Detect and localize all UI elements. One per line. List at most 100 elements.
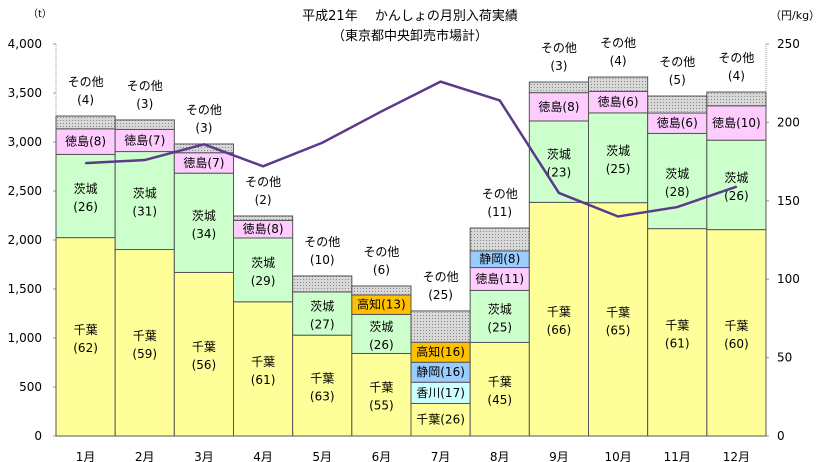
data-label: その他	[423, 270, 459, 284]
bar-segment-茨城	[173, 172, 234, 273]
data-label: 茨城	[488, 302, 512, 316]
bar-segment-千葉	[351, 352, 412, 437]
data-label: 千葉	[133, 329, 157, 343]
data-label: (34)	[192, 227, 217, 241]
data-label: (61)	[665, 336, 690, 350]
data-label: (25)	[487, 320, 512, 334]
price-point	[203, 143, 205, 146]
price-point	[617, 215, 619, 218]
y2-axis-unit: （円/kg）	[770, 9, 819, 22]
chart-title: 平成21年 かんしょの月別入荷実績	[302, 8, 518, 24]
y2-tick-label: 150	[777, 194, 800, 208]
data-label: 徳島(7)	[183, 155, 224, 170]
data-label: (2)	[255, 193, 272, 207]
data-label: (56)	[192, 358, 217, 372]
data-label: (25)	[428, 288, 453, 302]
bar-segment-茨城	[588, 112, 649, 204]
x-tick-label: 7月	[431, 450, 451, 462]
data-label: (25)	[606, 162, 631, 176]
y-axis-unit: （t）	[28, 8, 52, 20]
data-label: その他	[127, 79, 163, 93]
bar-segment-その他	[351, 285, 412, 296]
data-label: (23)	[547, 166, 572, 180]
x-tick-label: 10月	[604, 450, 631, 462]
x-tick-label: 3月	[194, 450, 214, 462]
data-label: その他	[304, 235, 340, 249]
data-label: その他	[245, 175, 281, 189]
y2-tick-label: 0	[777, 429, 785, 443]
x-tick-label: 4月	[253, 450, 273, 462]
data-label: その他	[541, 41, 577, 55]
data-label: (59)	[132, 347, 157, 361]
y-tick-label: 1,500	[8, 282, 42, 296]
data-label: (11)	[487, 205, 512, 219]
data-label: 徳島(6)	[657, 115, 698, 130]
price-point	[558, 192, 560, 194]
y2-tick-label: 50	[777, 351, 792, 365]
bar-segment-茨城	[233, 237, 294, 303]
data-label: 徳島(11)	[475, 271, 524, 286]
data-label: 茨城	[251, 256, 275, 270]
data-label: その他	[600, 36, 636, 50]
data-label: 徳島(8)	[243, 221, 284, 236]
data-label: (62)	[73, 341, 98, 355]
bar-segment-千葉	[588, 202, 649, 437]
y-tick-label: 2,000	[8, 233, 42, 247]
data-label: (4)	[728, 69, 745, 83]
data-label: (31)	[132, 205, 157, 219]
data-label: 茨城	[547, 148, 571, 162]
data-label: 茨城	[133, 187, 157, 201]
y2-tick-label: 100	[777, 272, 800, 286]
price-point	[84, 162, 87, 164]
data-label: (45)	[487, 393, 512, 407]
data-label: 千葉	[369, 381, 393, 395]
data-label: 千葉	[665, 318, 689, 332]
data-label: (29)	[251, 274, 276, 288]
data-label: 千葉(26)	[416, 413, 465, 427]
data-label: 千葉	[606, 305, 630, 319]
data-label: 千葉	[192, 340, 216, 354]
price-point	[735, 185, 738, 188]
y-tick-label: 500	[19, 380, 42, 394]
data-label: 千葉	[724, 319, 748, 333]
bar-segment-その他	[528, 81, 589, 94]
price-point	[439, 80, 442, 83]
x-tick-label: 9月	[549, 450, 569, 462]
data-label: (3)	[136, 97, 153, 111]
data-label: 千葉	[547, 305, 571, 319]
price-point	[321, 141, 324, 144]
bar-segment-千葉	[469, 341, 530, 437]
data-label: (55)	[369, 399, 394, 413]
data-label: 千葉	[74, 323, 98, 337]
bar-segment-その他	[647, 95, 708, 114]
price-point	[262, 165, 264, 168]
data-label: 徳島(10)	[712, 115, 761, 130]
bar-segment-その他	[706, 91, 767, 107]
data-label: (63)	[310, 390, 335, 404]
data-label: (65)	[606, 323, 631, 337]
data-label: (26)	[369, 338, 394, 352]
bar-segment-その他	[292, 275, 353, 293]
data-label: その他	[482, 187, 518, 201]
price-point	[380, 110, 383, 113]
data-label: (27)	[310, 318, 335, 332]
data-label: 茨城	[74, 182, 98, 196]
data-label: (3)	[195, 121, 212, 135]
price-point	[676, 206, 679, 208]
data-label: その他	[68, 75, 104, 89]
data-label: (26)	[724, 189, 749, 203]
bar-segment-茨城	[469, 289, 530, 343]
data-label: (4)	[610, 54, 627, 68]
data-label: 千葉	[251, 355, 275, 369]
price-point	[143, 159, 146, 161]
y-tick-label: 0	[34, 429, 42, 443]
y-tick-label: 3,500	[8, 86, 42, 100]
data-label: (4)	[77, 93, 94, 107]
data-label: (26)	[73, 200, 98, 214]
data-label: 香川(17)	[416, 386, 465, 400]
bar-segment-千葉	[55, 237, 116, 437]
bar-segment-その他	[55, 115, 116, 130]
data-label: 徳島(8)	[538, 99, 579, 114]
bar-segment-その他	[410, 310, 471, 343]
